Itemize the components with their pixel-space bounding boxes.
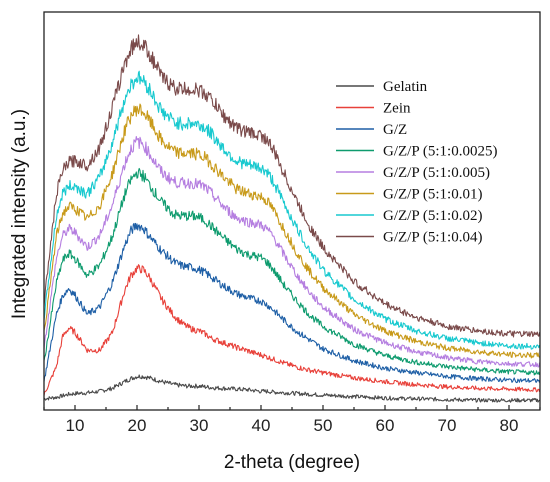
x-tick-label: 60 — [376, 416, 395, 435]
x-axis-title: 2-theta (degree) — [224, 452, 360, 473]
legend-label-3: G/Z/P (5:1:0.0025) — [383, 144, 497, 160]
series-line-5 — [43, 103, 540, 359]
x-tick-label: 20 — [128, 416, 147, 435]
x-tick-label: 10 — [66, 416, 85, 435]
legend-label-4: G/Z/P (5:1:0.005) — [383, 165, 490, 181]
series-layer — [43, 34, 541, 403]
x-tick-label: 70 — [438, 416, 457, 435]
series-line-7 — [43, 34, 541, 338]
series-line-1 — [43, 264, 541, 396]
x-tick-label: 40 — [252, 416, 271, 435]
legend-label-1: Zein — [383, 101, 411, 117]
series-line-4 — [43, 135, 541, 368]
legend-label-7: G/Z/P (5:1:0.04) — [383, 230, 482, 246]
legend-label-5: G/Z/P (5:1:0.01) — [383, 187, 482, 203]
legend-label-0: Gelatin — [383, 79, 428, 95]
legend-label-6: G/Z/P (5:1:0.02) — [383, 208, 482, 224]
series-line-0 — [43, 374, 540, 403]
x-axis: 10 20 30 40 50 60 70 80 — [43, 405, 541, 435]
x-tick-label: 50 — [314, 416, 333, 435]
y-axis-title: Integrated intensity (a.u.) — [9, 109, 30, 319]
legend-label-2: G/Z — [383, 122, 407, 138]
series-line-6 — [43, 70, 541, 350]
x-tick-label: 80 — [500, 416, 519, 435]
legend: Gelatin Zein G/Z G/Z/P (5:1:0.0025) G/Z/P (5… — [336, 79, 497, 246]
x-tick-label: 30 — [190, 416, 209, 435]
series-line-3 — [43, 167, 541, 376]
series-line-2 — [43, 222, 541, 384]
